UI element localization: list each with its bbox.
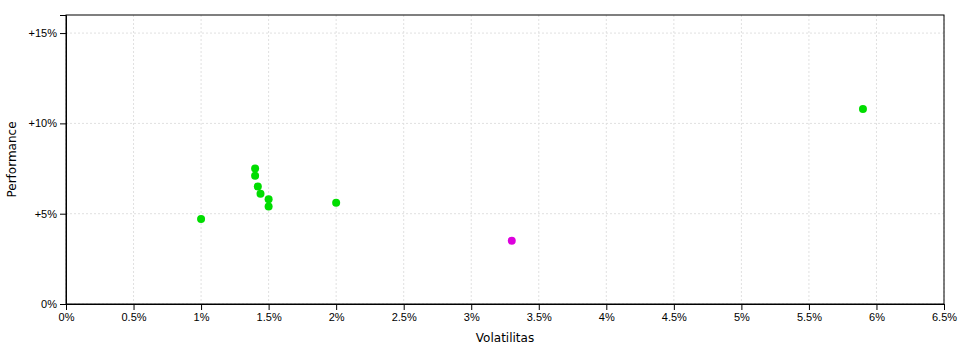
y-axis-line	[60, 16, 67, 305]
point	[859, 105, 867, 113]
x-tick: 1%	[194, 304, 210, 323]
series	[508, 237, 516, 245]
y-tick-mark	[60, 304, 66, 305]
x-grid-line	[673, 15, 674, 304]
x-tick: 2%	[329, 304, 345, 323]
x-tick-mark	[134, 304, 135, 310]
y-axis: 0% +5% +10% +15%	[29, 16, 67, 311]
y-axis-title: Performance	[5, 121, 19, 197]
x-tick-mark	[674, 304, 675, 310]
x-tick-mark	[539, 304, 540, 310]
y-tick-mark	[60, 33, 66, 34]
x-tick-label: 4.5%	[662, 311, 687, 323]
x-tick: 0.5%	[121, 304, 146, 323]
x-tick-mark	[606, 304, 607, 310]
x-grid-line	[606, 15, 607, 304]
point	[251, 165, 259, 173]
y-tick-label: +10%	[29, 117, 58, 129]
plot: 0% 0.5% 1% 1.5% 2% 2.5% 3% 3.5% 4% 4.5% 5% 5.5% 6% 6.…	[29, 15, 958, 323]
point	[265, 195, 273, 203]
x-axis: 0% 0.5% 1% 1.5% 2% 2.5% 3% 3.5% 4% 4.5% 5% 5.5% 6% 6.…	[59, 304, 958, 323]
point	[254, 183, 262, 191]
x-tick: 4%	[599, 304, 615, 323]
x-grid-line	[201, 15, 202, 304]
x-tick-label: 5.5%	[797, 311, 822, 323]
x-tick-label: 6%	[869, 311, 885, 323]
point	[251, 172, 259, 180]
x-tick-label: 4%	[599, 311, 615, 323]
x-tick-mark	[471, 304, 472, 310]
point	[332, 199, 340, 207]
y-tick: +10%	[29, 117, 66, 129]
x-tick-mark	[876, 304, 877, 310]
points	[197, 105, 867, 245]
x-tick-label: 0.5%	[121, 311, 146, 323]
x-tick: 1.5%	[257, 304, 282, 323]
x-tick: 3.5%	[527, 304, 552, 323]
y-tick-mark	[60, 214, 66, 215]
x-tick: 6.5%	[932, 304, 957, 323]
x-tick: 3%	[464, 304, 480, 323]
chart: 0% 0.5% 1% 1.5% 2% 2.5% 3% 3.5% 4% 4.5% 5% 5.5% 6% 6.…	[0, 0, 966, 350]
x-tick: 2.5%	[392, 304, 417, 323]
x-tick-label: 1%	[194, 311, 210, 323]
x-axis-title: Volatilitas	[476, 331, 534, 345]
point	[197, 215, 205, 223]
x-grid-line	[133, 15, 134, 304]
y-tick: +5%	[35, 208, 66, 220]
x-tick-mark	[336, 304, 337, 310]
plot-frame	[66, 15, 944, 304]
x-tick-label: 1.5%	[257, 311, 282, 323]
y-tick-label: 0%	[41, 298, 57, 310]
x-tick: 5%	[734, 304, 750, 323]
x-grid-line	[808, 15, 809, 304]
point	[257, 190, 265, 198]
x-tick: 5.5%	[797, 304, 822, 323]
point	[508, 237, 516, 245]
x-tick-label: 3%	[464, 311, 480, 323]
x-grid-line	[741, 15, 742, 304]
x-tick-label: 0%	[59, 311, 75, 323]
x-tick-label: 2.5%	[392, 311, 417, 323]
point	[265, 202, 273, 210]
x-tick-label: 5%	[734, 311, 750, 323]
x-tick: 6%	[869, 304, 885, 323]
x-tick: 4.5%	[662, 304, 687, 323]
y-tick-label: +5%	[35, 208, 58, 220]
x-tick-mark	[201, 304, 202, 310]
series	[197, 105, 867, 223]
grid	[66, 15, 944, 304]
y-grid-line	[66, 123, 944, 124]
y-grid-line	[66, 213, 944, 214]
x-grid-line	[471, 15, 472, 304]
y-tick-label: +15%	[29, 27, 58, 39]
x-tick-label: 2%	[329, 311, 345, 323]
x-grid-line	[538, 15, 539, 304]
x-grid-line	[876, 15, 877, 304]
y-tick: 0%	[41, 298, 66, 310]
x-tick-label: 6.5%	[932, 311, 957, 323]
x-tick-mark	[944, 304, 945, 310]
x-tick-mark	[741, 304, 742, 310]
y-tick-mark	[60, 123, 66, 124]
x-tick-label: 3.5%	[527, 311, 552, 323]
x-tick-mark	[269, 304, 270, 310]
x-tick: 0%	[59, 304, 75, 323]
x-grid-line	[336, 15, 337, 304]
x-tick-mark	[404, 304, 405, 310]
x-tick-mark	[809, 304, 810, 310]
y-tick: +15%	[29, 27, 66, 39]
x-grid-line	[403, 15, 404, 304]
x-axis-line	[67, 305, 945, 311]
x-grid-line	[268, 15, 269, 304]
y-grid-line	[66, 33, 944, 34]
